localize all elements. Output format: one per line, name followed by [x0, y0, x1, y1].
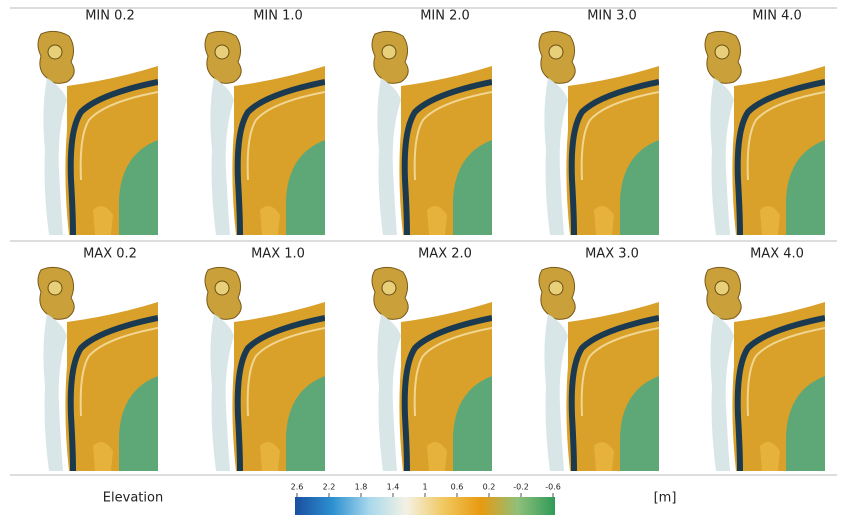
- figure: Elevation [m] MIN 0.2 MIN 1.0 MIN 2.0 MIN 3…: [0, 0, 847, 519]
- elevation-map: [205, 31, 325, 235]
- colorbar-tick-label: 2.2: [323, 483, 336, 492]
- panel-label: MIN 0.2: [85, 9, 135, 24]
- panel-label: MAX 2.0: [418, 247, 472, 262]
- colorbar-tick-label: 1: [422, 483, 427, 492]
- panel-label: MAX 3.0: [585, 247, 639, 262]
- colorbar-tick-label: -0.6: [545, 483, 561, 492]
- colorbar-tick-label: -0.2: [513, 483, 529, 492]
- colorbar-tick-label: 2.6: [291, 483, 304, 492]
- panel-label: MAX 4.0: [750, 247, 804, 262]
- elevation-map: [38, 267, 158, 471]
- panel-label: MAX 1.0: [251, 247, 305, 262]
- colorbar-tick-label: 1.4: [387, 483, 400, 492]
- colorbar-title: Elevation: [103, 491, 163, 506]
- colorbar-tick-label: 0.6: [451, 483, 464, 492]
- panel-label: MIN 1.0: [253, 9, 303, 24]
- elevation-map: [372, 31, 492, 235]
- colorbar-tick-label: 0.2: [483, 483, 496, 492]
- panel-label: MIN 4.0: [752, 9, 802, 24]
- colorbar-unit: [m]: [654, 491, 677, 506]
- colorbar-tick-label: 1.8: [355, 483, 368, 492]
- elevation-map: [705, 31, 825, 235]
- panel-label: MIN 2.0: [420, 9, 470, 24]
- elevation-map: [372, 267, 492, 471]
- elevation-map: [539, 31, 659, 235]
- elevation-map: [38, 31, 158, 235]
- elevation-map: [539, 267, 659, 471]
- elevation-map: [705, 267, 825, 471]
- elevation-map: [205, 267, 325, 471]
- panel-label: MIN 3.0: [587, 9, 637, 24]
- colorbar: [295, 497, 555, 515]
- panel-label: MAX 0.2: [83, 247, 137, 262]
